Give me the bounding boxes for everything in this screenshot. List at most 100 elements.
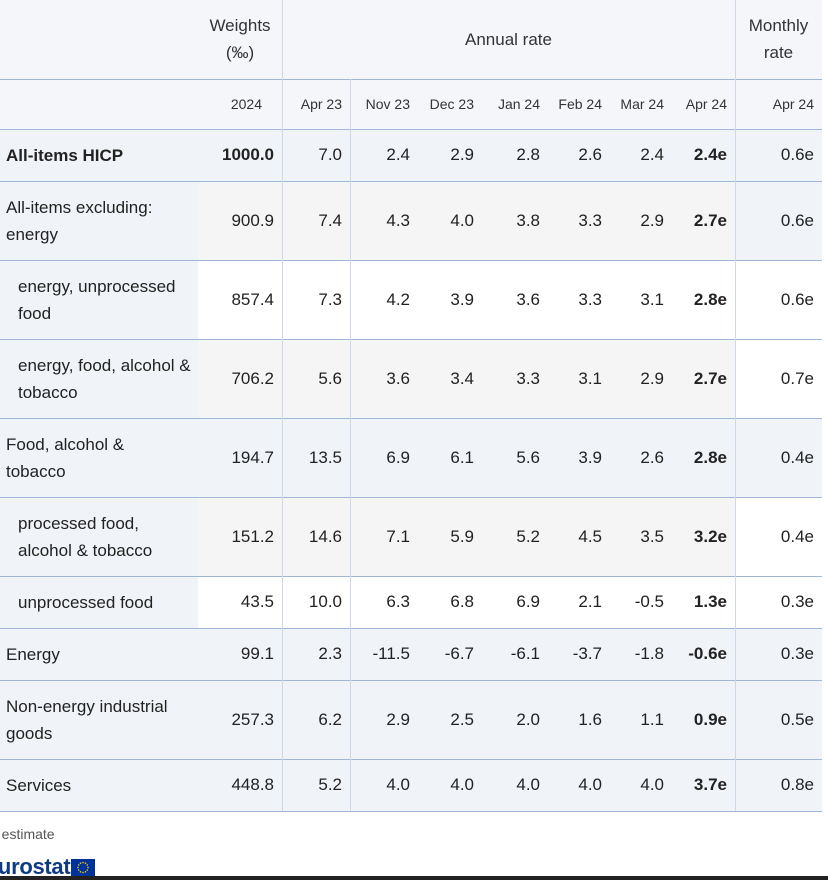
annual-rate-cell: -0.5 [634,592,664,611]
column-header: Feb 24 [558,96,602,112]
annual-rate-cell: 5.9 [450,526,474,546]
weight-cell: 857.4 [231,289,274,309]
eu-star-icon [80,870,82,873]
row-label-background [0,759,822,811]
eu-star-icon [78,863,80,866]
hicp-table: Weights (‰) Annual rate Monthly rate 202… [0,0,822,812]
annual-rate-cell: 3.7e [693,775,727,794]
monthly-rate-cell: 0.3e [780,644,814,663]
annual-rate-cell: 2.8e [693,447,727,467]
row-label: Energy [6,644,60,664]
row-divider [0,339,822,340]
annual-rate-cell: 2.5 [450,709,474,729]
annual-rate-cell: -6.7 [444,644,474,663]
eu-star-icon [87,866,90,868]
eu-star-icon [82,871,85,873]
eu-flag-icon [71,858,96,876]
header-background [0,0,822,129]
column-header: Dec 23 [429,96,474,112]
column-header: Mar 24 [620,96,664,112]
header-monthly-label: Monthly rate [748,16,809,62]
monthly-rate-cell: 0.7e [780,368,814,388]
column-header: Jan 24 [497,96,540,112]
annual-rate-cell: 4.5 [578,526,602,546]
annual-rate-cell: 4.3 [386,210,410,230]
bottom-bar [0,876,828,880]
annual-rate-cell: 2.4e [693,145,727,164]
eu-star-icon [85,861,87,864]
row-label: All-items HICP [6,145,124,165]
annual-rate-cell: 13.5 [308,447,342,467]
column-divider [735,0,736,811]
annual-rate-cell: 6.3 [386,592,410,611]
annual-rate-cell: 2.3 [318,644,342,663]
column-header: 2024 [230,96,262,112]
annual-rate-cell: 7.3 [318,289,342,309]
eu-star-icon [77,866,80,868]
annual-rate-cell: -0.6e [688,644,727,663]
weight-cell: 448.8 [231,775,274,794]
annual-rate-cell: 4.0 [578,775,602,794]
row-label-background [0,576,198,628]
row-label-background [0,497,198,576]
annual-rate-cell: 3.3 [578,210,602,230]
column-header: Apr 24 [685,96,727,112]
header-monthly-rate: Monthly rate [735,10,822,68]
annual-rate-cell: 6.9 [386,447,410,467]
annual-rate-cell: 6.9 [516,592,540,611]
annual-rate-cell: -3.7 [572,644,602,663]
annual-rate-cell: 4.0 [516,775,540,794]
annual-rate-cell: 5.2 [516,526,540,546]
row-label: energy, unprocessed food [18,276,176,323]
annual-rate-cell: 3.6 [386,368,410,388]
eu-star-icon [86,868,89,871]
annual-rate-cell: 10.0 [308,592,342,611]
row-label: energy, food, alcohol & tobacco [18,355,191,402]
annual-rate-cell: 2.8e [693,289,727,309]
annual-rate-cell: 3.1 [578,368,602,388]
annual-rate-cell: 3.9 [450,289,474,309]
monthly-rate-cell: 0.5e [780,709,814,729]
weight-cell: 1000.0 [222,145,274,164]
annual-rate-cell: 2.6 [640,447,664,467]
eu-star-icon [86,863,89,866]
annual-rate-cell: 3.9 [578,447,602,467]
eu-star-icon [78,868,80,871]
annual-rate-cell: 2.0 [516,709,540,729]
monthly-rate-cell: 0.4e [780,526,814,546]
row-label-background [0,181,198,260]
annual-rate-cell: 2.4 [386,145,410,164]
annual-rate-cell: 4.0 [450,210,474,230]
monthly-rate-cell: 0.6e [780,145,814,164]
annual-rate-cell: 3.5 [640,526,664,546]
row-label-background [0,418,822,497]
row-label-background [0,680,822,759]
annual-rate-cell: -1.8 [634,644,664,663]
monthly-rate-cell: 0.4e [780,447,814,467]
annual-rate-cell: -11.5 [372,644,411,663]
eu-star-icon [85,870,87,873]
annual-rate-cell: 6.1 [450,447,474,467]
weight-cell: 194.7 [231,447,274,467]
annual-rate-cell: 2.7e [693,210,727,230]
weight-cell: 43.5 [240,592,274,611]
annual-rate-cell: 2.8 [516,145,540,164]
annual-rate-cell: 1.6 [578,709,602,729]
row-label: Non-energy industrial goods [6,696,168,743]
row-divider [0,628,822,629]
annual-rate-cell: 3.4 [450,368,474,388]
row-divider [0,497,822,498]
weight-cell: 706.2 [231,368,274,388]
row-divider [0,576,822,577]
row-divider [0,759,822,760]
annual-rate-cell: 0.9e [693,709,727,729]
weight-cell: 900.9 [231,210,274,230]
annual-rate-cell: 3.3 [516,368,540,388]
weight-cell: 151.2 [231,526,274,546]
row-label-background [0,628,822,680]
annual-rate-cell: 2.7e [693,368,727,388]
row-label-background [0,339,198,418]
row-divider [0,811,822,812]
